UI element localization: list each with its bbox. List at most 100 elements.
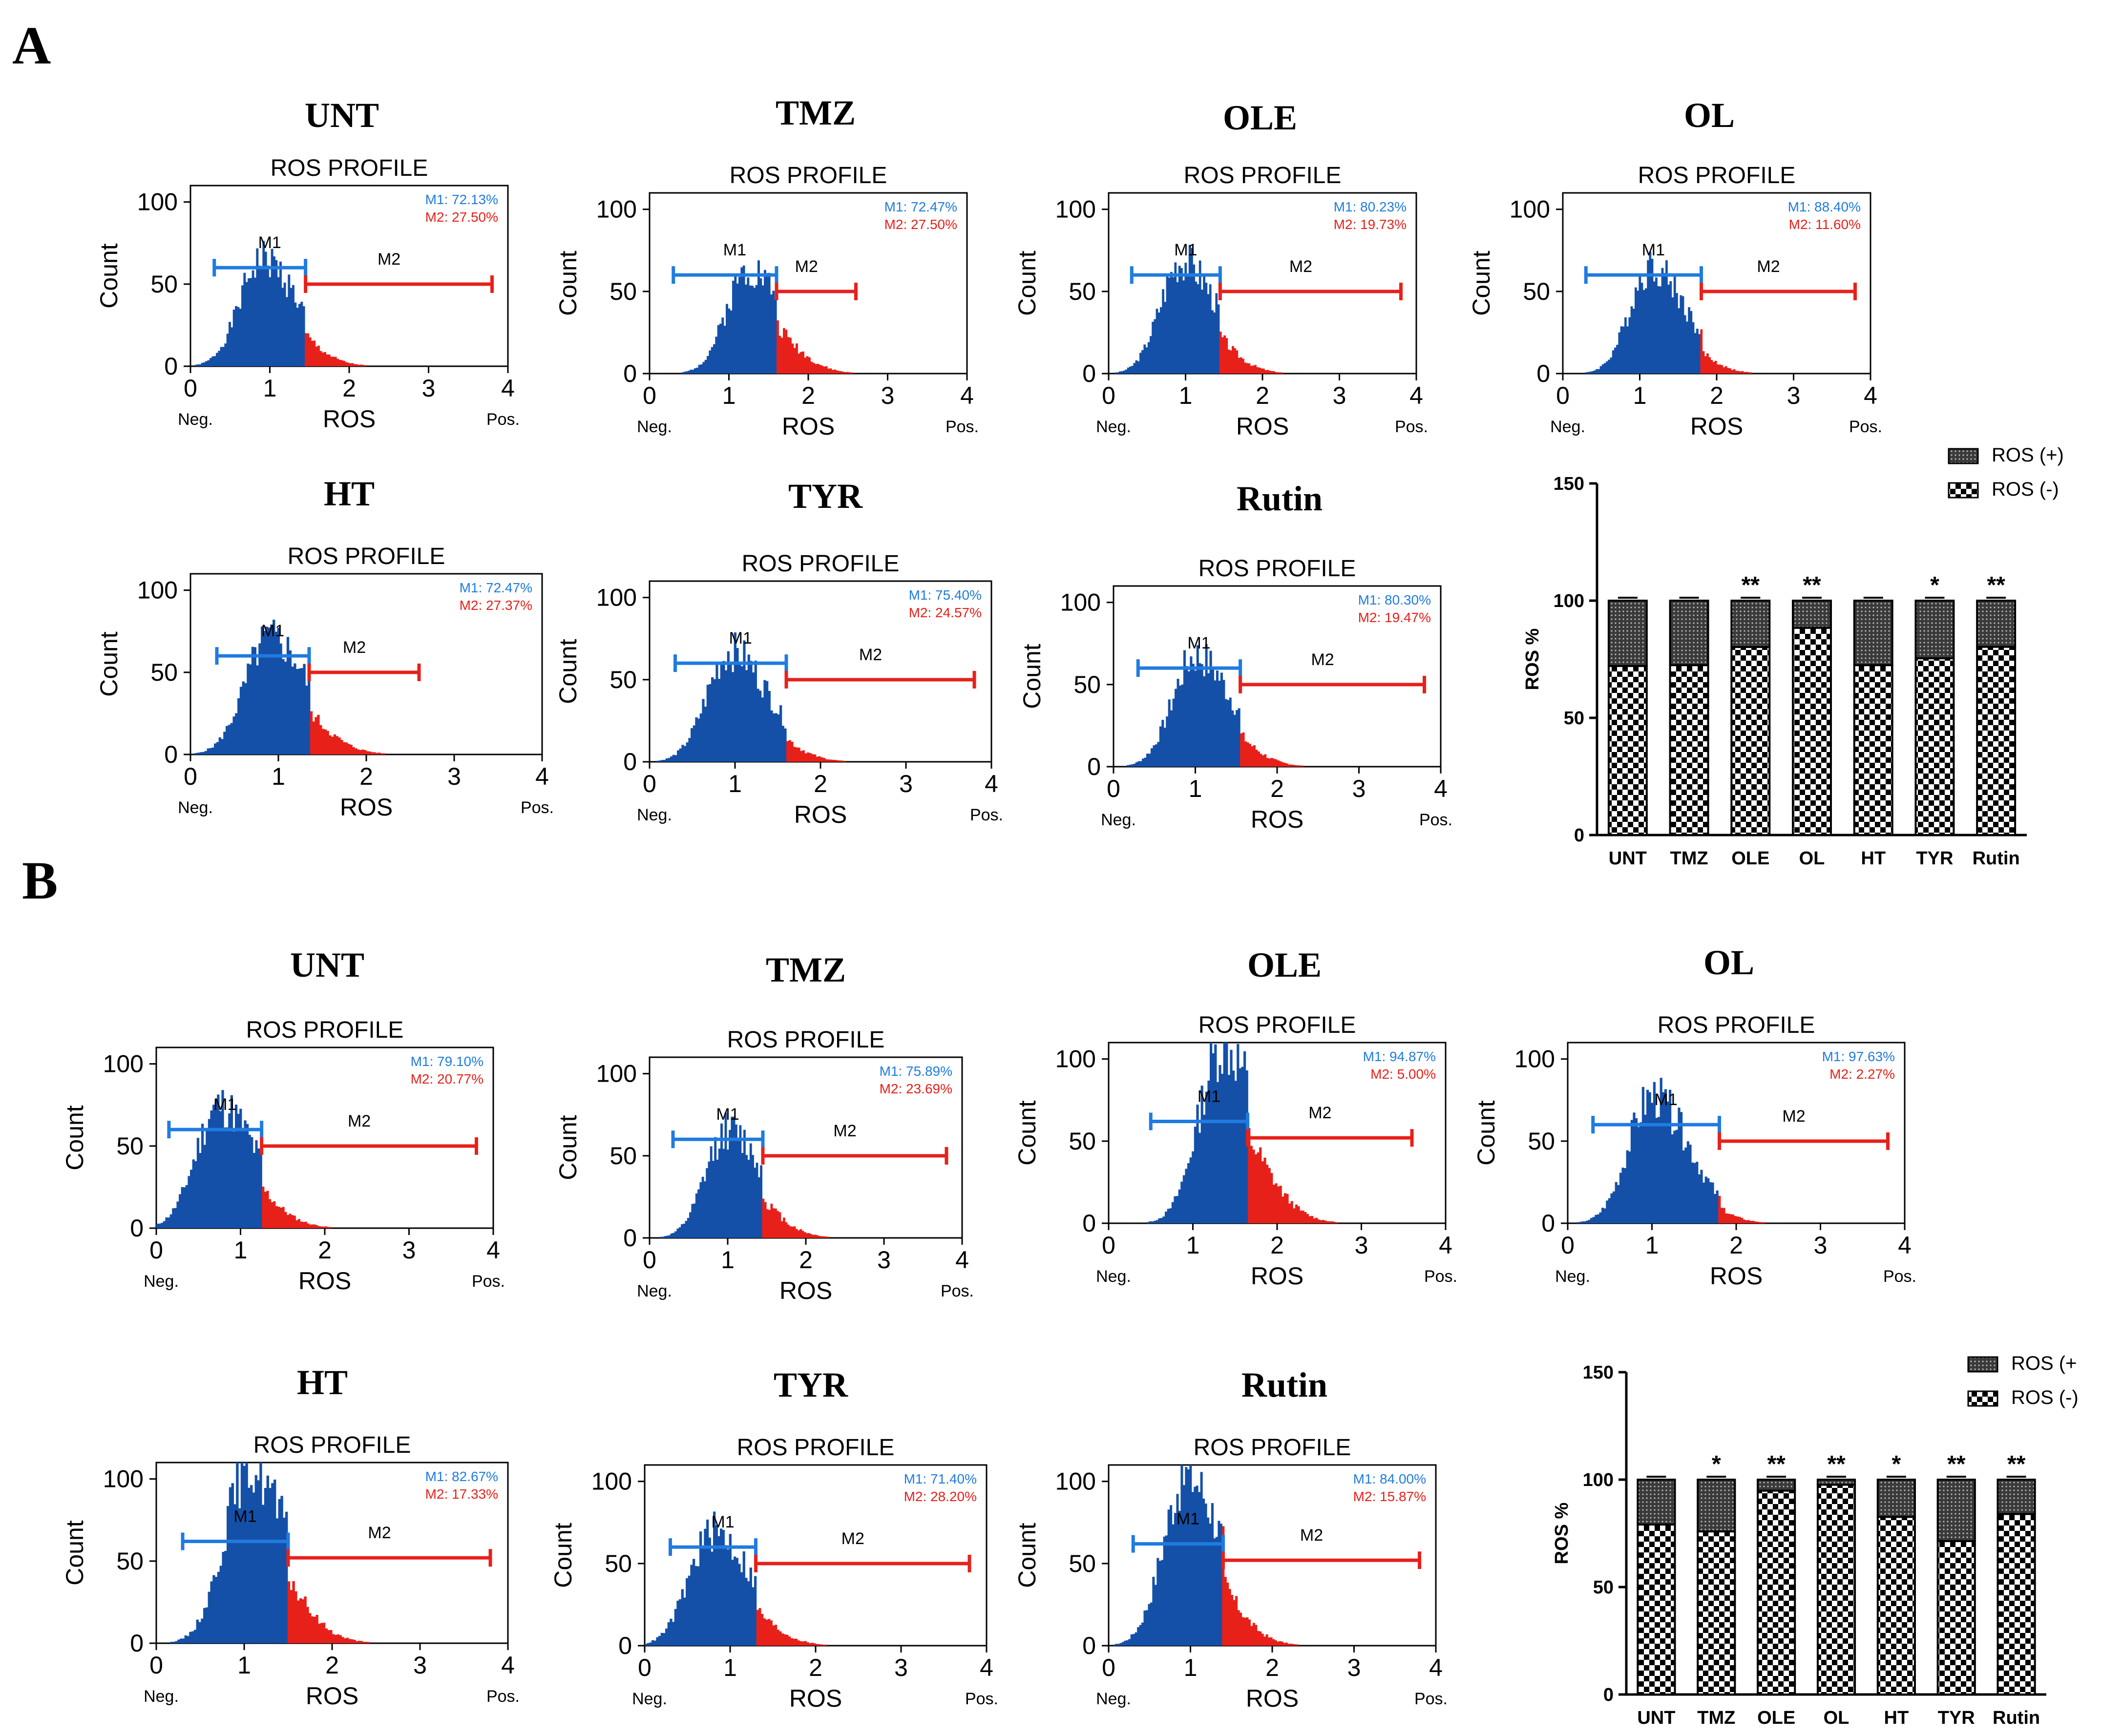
histogram-bin xyxy=(366,751,369,754)
histogram-bin xyxy=(1279,1641,1282,1646)
histogram-bin xyxy=(252,1492,255,1643)
histogram-bin xyxy=(255,1140,258,1228)
histogram-bin xyxy=(694,1566,697,1646)
histogram-bin xyxy=(1242,732,1245,767)
histogram-bin xyxy=(1194,1486,1197,1646)
histogram-bin xyxy=(1736,1216,1739,1223)
histogram-bin xyxy=(207,360,210,366)
legend-swatch-positive xyxy=(1967,1356,1998,1373)
histogram-bin xyxy=(1113,1644,1115,1646)
histogram-bin xyxy=(1637,291,1639,374)
histogram-bin xyxy=(1171,1202,1174,1223)
histogram-bin xyxy=(1729,368,1731,374)
histogram-bin xyxy=(282,1207,285,1228)
histogram-bin xyxy=(1640,1122,1642,1223)
histogram-bin xyxy=(734,1556,736,1646)
m2-percentage: M2: 27.37% xyxy=(460,598,532,613)
histogram-bin xyxy=(1718,1195,1721,1223)
histogram-bin xyxy=(1240,357,1242,374)
histogram-bin xyxy=(700,364,703,374)
histogram-bin xyxy=(775,713,778,762)
histogram-bin xyxy=(231,327,233,366)
histogram-bin xyxy=(1141,1622,1144,1646)
histogram-bin xyxy=(763,680,766,762)
bar-category-label: OLE xyxy=(1757,1708,1795,1728)
histogram-bin xyxy=(668,758,671,762)
histogram-bin xyxy=(1126,1640,1129,1646)
histogram-bin xyxy=(300,668,303,754)
histogram-bin xyxy=(194,364,197,366)
histogram-bin xyxy=(1203,276,1205,374)
histogram-title: ROS PROFILE xyxy=(1194,1435,1351,1461)
histogram-bin xyxy=(806,1233,808,1238)
x-tick-label: 1 xyxy=(263,375,277,402)
histogram-bin xyxy=(319,351,322,366)
x-tick-label: 2 xyxy=(1256,382,1269,409)
histogram-bin xyxy=(1712,362,1715,374)
histogram-bin xyxy=(1158,1561,1161,1646)
histogram-bin xyxy=(309,1224,312,1228)
histogram-bin xyxy=(320,1623,323,1643)
histogram-bin xyxy=(302,306,305,366)
histogram-bin xyxy=(1151,1221,1154,1223)
histogram-bin xyxy=(219,1566,222,1643)
histogram-bin xyxy=(212,1105,215,1228)
bar-ros-positive xyxy=(1914,600,1955,660)
histogram-bin xyxy=(1248,1619,1251,1646)
histogram-bin xyxy=(1188,245,1191,374)
histogram-bin xyxy=(266,1475,269,1643)
histogram-bin xyxy=(729,1129,731,1238)
x-pos-label: Pos. xyxy=(1883,1267,1916,1286)
histogram-bin xyxy=(1170,272,1173,374)
histogram-bin xyxy=(1246,742,1249,767)
histogram-bin xyxy=(1177,679,1179,767)
y-tick-label: 100 xyxy=(137,188,178,216)
m2-percentage: M2: 27.50% xyxy=(425,209,498,225)
histogram-bin xyxy=(1226,1582,1229,1646)
histogram-bin xyxy=(768,1619,771,1646)
x-neg-label: Neg. xyxy=(1096,418,1131,436)
histogram-bin xyxy=(662,1236,665,1238)
histogram-bin xyxy=(1626,1150,1629,1223)
histogram-bin xyxy=(231,1483,234,1643)
histogram-bin xyxy=(1178,266,1181,374)
m2-label: M2 xyxy=(1782,1107,1805,1126)
histogram-bin xyxy=(262,241,265,366)
m1-percentage: M1: 75.89% xyxy=(880,1064,952,1079)
histogram-bin xyxy=(1275,759,1278,767)
histogram-bin xyxy=(1172,1524,1175,1646)
histogram-bin xyxy=(1741,371,1744,374)
histogram-bin xyxy=(291,667,294,754)
m1-label: M1 xyxy=(716,1105,739,1124)
histogram-bin xyxy=(839,760,841,762)
histogram-bin xyxy=(816,1235,819,1238)
histogram-bin xyxy=(1273,371,1275,374)
histogram-bin xyxy=(1152,321,1154,374)
histogram-bin xyxy=(1581,1221,1584,1223)
x-tick-label: 4 xyxy=(1439,1232,1452,1259)
histogram-bin xyxy=(732,280,735,374)
y-tick-label: 50 xyxy=(116,1548,144,1575)
y-tick-label: 0 xyxy=(1082,1210,1096,1237)
histogram-bin xyxy=(693,1559,695,1646)
histogram-bin xyxy=(1277,1186,1280,1223)
histogram-bin xyxy=(1598,369,1600,374)
histogram-bin xyxy=(1209,1523,1212,1646)
histogram-bin xyxy=(645,1644,648,1646)
x-tick-label: 1 xyxy=(728,770,742,797)
x-neg-label: Neg. xyxy=(1101,811,1136,829)
treatment-title: Rutin xyxy=(1241,1365,1327,1404)
histogram-bin xyxy=(691,728,694,762)
histogram-bin xyxy=(1168,699,1171,767)
histogram-bin xyxy=(795,747,798,762)
histogram-bin xyxy=(224,343,227,366)
histogram-bin xyxy=(1745,372,1748,374)
bar-ros-positive xyxy=(1697,1479,1736,1533)
histogram-bin xyxy=(738,1564,741,1646)
histogram-bin xyxy=(1133,363,1136,374)
x-tick-label: 1 xyxy=(1184,1654,1198,1681)
histogram-bin xyxy=(332,356,335,366)
y-tick-label: 50 xyxy=(610,666,637,693)
histogram-bin xyxy=(290,288,293,366)
histogram-bin xyxy=(257,1480,260,1643)
